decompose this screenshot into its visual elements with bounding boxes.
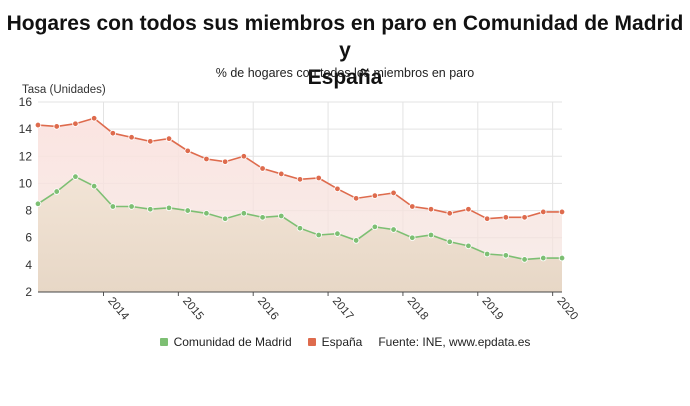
- point-espana: [540, 208, 547, 216]
- area-madrid: [38, 176, 562, 292]
- x-tick-label: 2014: [105, 295, 131, 323]
- series-areas: [38, 118, 562, 293]
- y-tick-label: 6: [25, 231, 32, 245]
- point-madrid: [409, 234, 416, 241]
- point-espana: [221, 158, 229, 165]
- point-madrid: [53, 188, 60, 195]
- point-madrid: [34, 200, 42, 207]
- point-espana: [352, 195, 360, 202]
- point-espana: [296, 176, 304, 183]
- point-madrid: [521, 256, 528, 263]
- point-madrid: [540, 254, 547, 262]
- point-madrid: [72, 173, 79, 180]
- y-axis-label: Tasa (Unidades): [22, 84, 106, 96]
- point-madrid: [240, 210, 248, 217]
- point-madrid: [427, 231, 435, 239]
- point-espana: [390, 189, 397, 197]
- source-text: Fuente: INE, www.epdata.es: [378, 335, 531, 349]
- legend-label-madrid: Comunidad de Madrid: [173, 335, 292, 349]
- point-espana: [53, 123, 60, 130]
- point-madrid: [109, 203, 117, 210]
- point-madrid: [278, 212, 285, 220]
- point-espana: [165, 135, 173, 142]
- point-espana: [278, 170, 285, 178]
- point-madrid: [203, 210, 210, 217]
- point-espana: [483, 215, 491, 222]
- point-espana: [90, 115, 98, 122]
- point-espana: [315, 174, 322, 182]
- point-espana: [446, 210, 453, 217]
- point-espana: [128, 134, 135, 141]
- point-espana: [72, 120, 79, 127]
- x-tick-label: 2015: [180, 295, 206, 322]
- point-espana: [558, 208, 566, 216]
- point-madrid: [90, 182, 98, 190]
- x-tick-label: 2019: [479, 295, 505, 322]
- point-espana: [203, 155, 210, 163]
- point-madrid: [446, 238, 453, 245]
- legend-item-madrid[interactable]: Comunidad de Madrid: [159, 335, 292, 349]
- y-tick-label: 10: [19, 176, 33, 190]
- y-tick-label: 4: [25, 258, 32, 272]
- chart-title-line2: España: [307, 66, 383, 89]
- point-espana: [109, 130, 117, 137]
- y-tick-label: 12: [19, 149, 33, 163]
- point-madrid: [502, 252, 510, 259]
- legend-label-espana: España: [321, 335, 363, 349]
- y-tick-label: 14: [19, 122, 33, 136]
- point-madrid: [165, 204, 173, 212]
- point-madrid: [147, 206, 154, 213]
- point-madrid: [128, 203, 135, 210]
- point-espana: [147, 138, 154, 145]
- point-espana: [184, 147, 191, 155]
- y-tick-label: 2: [25, 285, 32, 299]
- point-madrid: [558, 254, 566, 262]
- legend-swatch-madrid: [159, 338, 168, 346]
- y-tick-label: 16: [19, 95, 33, 109]
- y-tick-label: 8: [25, 204, 32, 218]
- legend-swatch-espana: [307, 338, 316, 346]
- point-espana: [259, 165, 266, 172]
- point-espana: [465, 206, 472, 213]
- x-tick-label: 2016: [255, 295, 281, 322]
- chart-legend: Comunidad de Madrid España Fuente: INE, …: [0, 335, 690, 349]
- point-madrid: [315, 231, 322, 239]
- point-madrid: [390, 226, 397, 233]
- point-madrid: [259, 214, 266, 221]
- chart-subtitle: % de hogares con todos los miembros en p…: [215, 66, 475, 80]
- chart-title-line1: Hogares con todos sus miembros en paro e…: [6, 12, 684, 62]
- point-espana: [334, 185, 341, 193]
- point-espana: [521, 214, 528, 221]
- point-madrid: [465, 242, 472, 250]
- series-points: [34, 115, 566, 263]
- point-madrid: [221, 215, 229, 222]
- point-madrid: [334, 230, 341, 237]
- point-madrid: [483, 250, 491, 258]
- point-madrid: [184, 207, 191, 214]
- legend-item-espana[interactable]: España: [307, 335, 363, 349]
- point-espana: [409, 203, 416, 210]
- x-tick-label: 2017: [330, 295, 356, 322]
- point-madrid: [352, 237, 360, 244]
- point-espana: [34, 121, 42, 129]
- point-espana: [502, 214, 510, 221]
- point-madrid: [296, 225, 304, 232]
- point-espana: [240, 153, 248, 160]
- point-espana: [427, 206, 435, 213]
- point-espana: [371, 192, 379, 199]
- x-tick-label: 2020: [554, 295, 580, 322]
- chart-title: Hogares con todos sus miembros en paro e…: [0, 10, 690, 91]
- point-madrid: [371, 223, 379, 231]
- x-tick-label: 2018: [405, 295, 431, 322]
